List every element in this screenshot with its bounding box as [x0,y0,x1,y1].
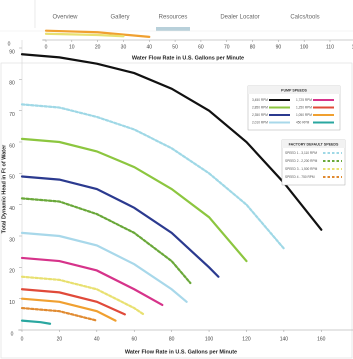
legend-title: PUMP SPEEDS [281,88,307,92]
curve [20,306,98,322]
curve [20,256,164,307]
legend-label: 3,450 RPM [252,98,268,102]
y-tick-label: 30 [9,237,15,243]
x-tick-label: 80 [169,336,175,342]
x-axis-label: Water Flow Rate in U.S. Gallons per Minu… [132,55,244,61]
y-axis-label: Total Dynamic Head in Ft of Water [1,144,7,233]
nav-item[interactable]: Gallery [110,15,129,21]
x-tick-label: 120 [352,44,353,50]
legend-label: 1,725 RPM [296,98,312,102]
x-tick-label: 0 [21,336,24,342]
legend-label: 1,050 RPM [296,113,312,117]
legend-header [282,140,345,148]
x-tick-label: 60 [198,44,204,50]
x-tick-label: 110 [326,44,334,50]
curve [20,103,285,250]
curve [44,29,151,38]
nav-item[interactable]: Calcs/tools [290,15,319,21]
x-tick-label: 50 [172,44,178,50]
y-tick-label: 0 [8,41,11,47]
x-tick-label: 40 [146,44,152,50]
legend-header [248,86,340,94]
x-tick-label: 160 [317,336,326,342]
legend-label: 2,010 RPM [252,120,268,124]
x-tick-label: 120 [242,336,251,342]
x-tick-label: 10 [69,44,75,50]
legend-label: 2,350 RPM [252,113,268,117]
legend-label: SPEED 3 - 1,500 RPM [285,167,318,171]
legend-label: SPEED 4 - 750 RPM [285,175,315,179]
curve [20,297,117,322]
y-tick-label: 70 [9,112,15,118]
x-tick-label: 80 [250,44,256,50]
y-tick-label: 80 [9,81,15,87]
y-tick-label: 90 [9,49,15,55]
x-tick-label: 30 [121,44,127,50]
curve [20,175,220,278]
curve [20,231,188,303]
chart-frame [0,62,353,359]
legend-label: SPEED 1 - 3,110 RPM [285,151,317,155]
legend-label: 1,250 RPM [296,105,312,109]
x-tick-label: 60 [131,336,137,342]
legend-label: 2,850 RPM [252,105,268,109]
nav-active-indicator [156,27,190,31]
legend-label: SPEED 2 - 2,200 RPM [285,159,318,163]
x-tick-label: 90 [276,44,282,50]
curve [20,275,145,316]
x-axis-label: Water Flow Rate in U.S. Gallons per Minu… [125,349,237,355]
x-tick-label: 20 [95,44,101,50]
x-tick-label: 100 [300,44,309,50]
x-tick-label: 100 [205,336,214,342]
curve [20,197,192,285]
x-tick-label: 20 [57,336,63,342]
legend-label: 450 RPM [296,120,310,124]
y-tick-label: 20 [9,269,15,275]
y-tick-label: 60 [9,143,15,149]
nav-item[interactable]: Overview [52,15,78,21]
y-tick-label: 40 [9,206,15,212]
x-tick-label: 70 [224,44,230,50]
x-tick-label: 40 [94,336,100,342]
y-tick-label: 50 [9,175,15,181]
curve [44,32,125,38]
y-tick-label: 0 [11,331,14,337]
nav-item[interactable]: Resources [159,15,188,21]
legend-title: FACTORY DEFAULT SPEEDS [289,142,339,146]
x-tick-label: 140 [280,336,289,342]
curve [20,137,248,263]
x-tick-label: 0 [45,44,48,50]
curve [20,288,126,316]
nav-item[interactable]: Dealer Locator [220,15,259,21]
curve [20,319,52,325]
curve [20,53,323,231]
y-tick-label: 10 [9,300,15,306]
